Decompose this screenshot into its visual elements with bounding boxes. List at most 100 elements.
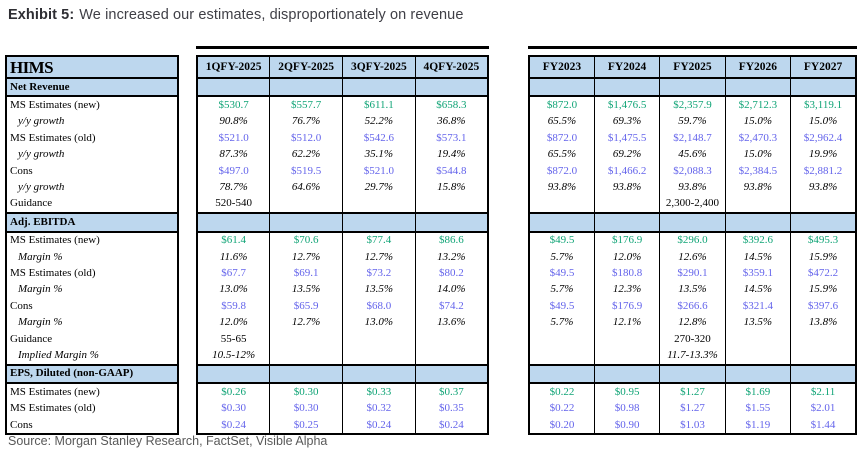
quarterly-estimates-table: 1QFY-2025 2QFY-2025 3QFY-2025 4QFY-2025 $530…: [196, 55, 489, 436]
value-cell: 12.1%: [593, 314, 661, 331]
value-cell: $2,712.3: [724, 96, 792, 114]
row-guidance: 2,300-2,400: [528, 195, 857, 214]
value-cell: $1,476.5: [593, 96, 661, 114]
section-label: Adj. EBITDA: [6, 212, 178, 233]
value-cell: [724, 195, 792, 214]
row-margin: 5.7% 12.3% 13.5% 14.5% 15.9%: [528, 281, 857, 299]
row-ms-estimates-old: $0.22 $0.98 $1.27 $1.55 $2.01: [528, 400, 857, 417]
value-cell: [269, 195, 343, 214]
section-spacer-cell: [196, 363, 271, 385]
value-cell: [593, 195, 661, 214]
value-cell: $0.20: [528, 416, 595, 435]
fiscal-year-table-topline: [528, 46, 857, 49]
section-row-eps-diluted-non-gaap: [528, 363, 857, 385]
row-implied-margin: 10.5-12%: [196, 347, 489, 365]
row-labels-table: HIMS Net Revenue MS Estimates (new) y/y gro…: [5, 55, 179, 436]
value-cell: 65.5%: [528, 146, 595, 163]
value-cell: 64.6%: [269, 179, 343, 196]
value-cell: 13.0%: [342, 314, 416, 331]
row-label: MS Estimates (old): [10, 402, 96, 415]
column-header-fy2023: FY2023: [528, 56, 595, 79]
section-spacer-cell: [790, 363, 857, 385]
value-cell: $49.5: [528, 231, 595, 249]
row-guidance: Guidance: [6, 331, 178, 347]
value-cell: $68.0: [342, 298, 416, 315]
value-cell: 11.6%: [196, 248, 271, 266]
row-guidance: Guidance: [6, 196, 178, 213]
value-cell: $74.2: [414, 298, 489, 315]
value-cell: 13.8%: [790, 314, 857, 331]
row-margin: 13.0% 13.5% 13.5% 14.0%: [196, 281, 489, 299]
row-label: y/y growth: [18, 115, 65, 128]
value-cell: $266.6: [659, 298, 726, 315]
value-cell: [593, 330, 661, 348]
row-ms-estimates-old: MS Estimates (old): [6, 130, 178, 146]
row-guidance: 270-320: [528, 330, 857, 348]
value-cell: 12.7%: [269, 314, 343, 331]
section-spacer-cell: [593, 76, 661, 98]
value-cell: 65.5%: [528, 113, 595, 131]
row-implied-margin: Implied Margin %: [6, 347, 178, 364]
section-row-eps-diluted-non-gaap: EPS, Diluted (non-GAAP): [6, 363, 178, 385]
value-cell: [528, 347, 595, 365]
value-cell: 13.0%: [196, 281, 271, 299]
value-cell: $176.9: [593, 298, 661, 315]
value-cell: $1,475.5: [593, 130, 661, 147]
value-cell: $290.1: [659, 265, 726, 282]
row-cons: $59.8 $65.9 $68.0 $74.2: [196, 298, 489, 315]
section-spacer-cell: [659, 212, 726, 233]
value-cell: 15.0%: [724, 113, 792, 131]
row-ms-estimates-new: MS Estimates (new): [6, 96, 178, 113]
section-label: Net Revenue: [6, 76, 178, 98]
value-cell: $530.7: [196, 96, 271, 114]
row-ms-estimates-old: MS Estimates (old): [6, 265, 178, 281]
row-y-y-growth: y/y growth: [6, 179, 178, 195]
column-header-fy2026: FY2026: [724, 56, 792, 79]
exhibit-title: Exhibit 5: We increased our estimates, di…: [8, 7, 464, 23]
value-cell: [528, 330, 595, 348]
value-cell: $49.5: [528, 265, 595, 282]
row-ms-estimates-old: $67.7 $69.1 $73.2 $80.2: [196, 265, 489, 282]
row-label: MS Estimates (new): [10, 385, 100, 398]
value-cell: 13.2%: [414, 248, 489, 266]
value-cell: $497.0: [196, 162, 271, 180]
row-guidance: 520-540: [196, 195, 489, 214]
value-cell: $0.95: [593, 383, 661, 401]
section-spacer-cell: [528, 363, 595, 385]
value-cell: 11.7-13.3%: [659, 347, 726, 365]
value-cell: $495.3: [790, 231, 857, 249]
value-cell: $0.24: [342, 416, 416, 435]
value-cell: 5.7%: [528, 248, 595, 266]
row-label: Guidance: [10, 332, 53, 345]
value-cell: $519.5: [269, 162, 343, 180]
row-implied-margin: 11.7-13.3%: [528, 347, 857, 365]
row-margin: 12.0% 12.7% 13.0% 13.6%: [196, 314, 489, 331]
row-ms-estimates-new: $49.5 $176.9 $296.0 $392.6 $495.3: [528, 231, 857, 249]
value-cell: 59.7%: [659, 113, 726, 131]
value-cell: 2,300-2,400: [659, 195, 726, 214]
column-header-fy2024: FY2024: [593, 56, 661, 79]
row-label: y/y growth: [18, 181, 65, 194]
section-spacer-cell: [659, 363, 726, 385]
row-cons: Cons: [6, 417, 178, 434]
column-header-4qfy-2025: 4QFY-2025: [414, 56, 489, 79]
exhibit-title-text: We increased our estimates, disproportio…: [79, 7, 464, 23]
row-ms-estimates-old: $521.0 $512.0 $542.6 $573.1: [196, 130, 489, 147]
value-cell: [342, 330, 416, 348]
value-cell: [269, 330, 343, 348]
value-cell: $512.0: [269, 130, 343, 147]
value-cell: $2,384.5: [724, 162, 792, 180]
value-cell: 14.5%: [724, 248, 792, 266]
value-cell: 13.5%: [269, 281, 343, 299]
value-cell: $180.8: [593, 265, 661, 282]
value-cell: $2,962.4: [790, 130, 857, 147]
column-header-fy2027: FY2027: [790, 56, 857, 79]
value-cell: $872.0: [528, 96, 595, 114]
row-label: Cons: [10, 164, 33, 177]
row-label: Margin %: [18, 316, 63, 329]
value-cell: $0.22: [528, 383, 595, 401]
section-row-net-revenue: [196, 76, 489, 98]
value-cell: 13.5%: [342, 281, 416, 299]
value-cell: $69.1: [269, 265, 343, 282]
value-cell: 19.9%: [790, 146, 857, 163]
